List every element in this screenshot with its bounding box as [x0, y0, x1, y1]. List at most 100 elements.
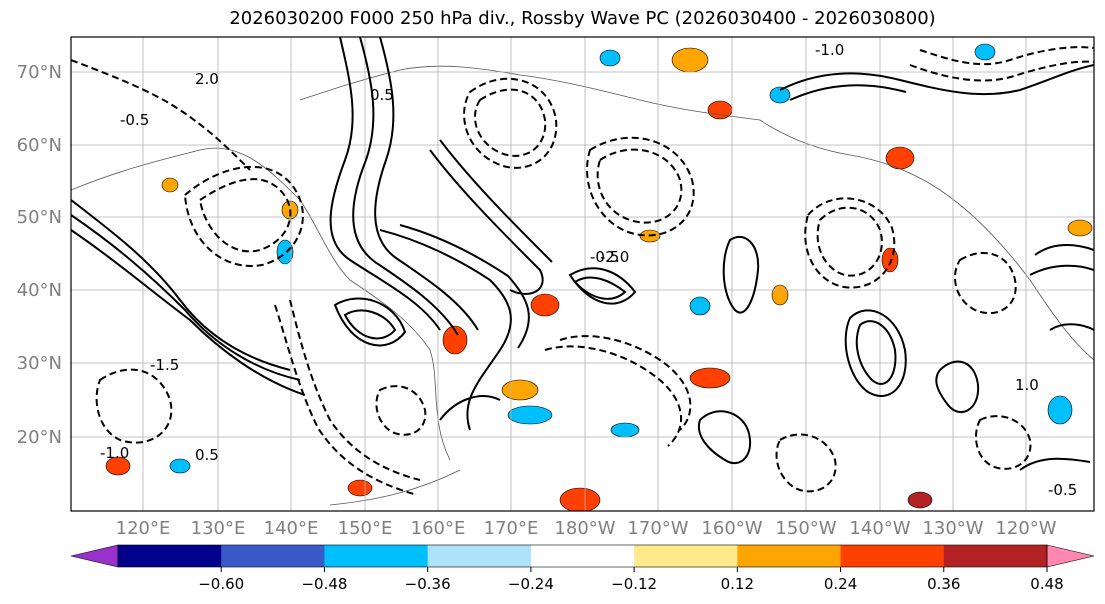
contour-label: -2.0: [600, 248, 629, 266]
colorbar-tick-label: 0.12: [721, 575, 754, 593]
shading-layer: [105, 43, 1093, 511]
shading-blob: [507, 405, 553, 425]
colorbar-cell: [324, 545, 429, 567]
colorbar-tick-label: −0.60: [198, 575, 244, 593]
contour-line: [919, 46, 1094, 66]
colorbar-tick-label: −0.36: [405, 575, 451, 593]
contour-line: [474, 88, 547, 157]
colorbar-cell: [118, 545, 222, 567]
lon-label: 140°W: [849, 518, 910, 539]
contour-line: [568, 267, 637, 305]
coastline: [329, 469, 461, 506]
shading-blob: [881, 247, 899, 273]
contour-line: [352, 37, 459, 336]
contour-label: 1.0: [1015, 376, 1039, 394]
colorbar-tick-label: 0.36: [927, 575, 960, 593]
contour-line: [697, 410, 752, 465]
colorbar-tick-label: 0.48: [1030, 575, 1063, 593]
contour-line: [844, 309, 907, 397]
contour-line: [374, 37, 479, 331]
positive-contours: [71, 37, 1094, 471]
colorbar-cell: [634, 545, 738, 567]
colorbar-frame: [117, 544, 1048, 568]
colorbar-extend-high: [1046, 544, 1095, 568]
shading-blob: [974, 43, 996, 61]
contour-line: [909, 60, 1094, 82]
lat-label: 70°N: [17, 62, 62, 83]
lat-label: 60°N: [17, 135, 62, 156]
contour-label: -1.0: [815, 41, 844, 59]
lon-label: 120°E: [116, 518, 171, 539]
contour-label: -0.5: [1048, 481, 1077, 499]
colorbar-cell: [530, 545, 635, 567]
contour-line: [573, 276, 627, 300]
lon-label: 130°W: [922, 518, 983, 539]
contour-line: [399, 224, 530, 349]
colorbar-ticks: −0.60 −0.48 −0.36 −0.24 −0.12 0.12 0.24 0.36 0.4…: [198, 567, 1064, 593]
lon-label: 140°E: [264, 518, 319, 539]
contour-line: [329, 37, 441, 331]
shading-blob: [501, 379, 539, 401]
contour-label: 0.5: [195, 446, 219, 464]
lon-label: 150°W: [775, 518, 836, 539]
shading-blob: [276, 239, 294, 265]
coastline: [759, 119, 1094, 361]
contour-labels: 2.0 -0.5 -1.0 0.5 -2.0 1.0 -1.5 -0.5 0.5…: [100, 41, 1077, 499]
shading-blob: [885, 146, 915, 170]
shading-blob: [442, 325, 468, 355]
colorbar-tick-label: −0.24: [508, 575, 554, 593]
contour-line: [375, 385, 427, 436]
contour-line: [559, 335, 692, 431]
lon-label: 170°W: [627, 518, 688, 539]
negative-contours: [71, 46, 1094, 495]
colorbar-cell: [221, 545, 325, 567]
shading-blob: [347, 479, 373, 497]
contour-line: [804, 197, 896, 289]
contour-line: [71, 59, 251, 171]
contour-line: [596, 148, 683, 224]
contour-label: -0.5: [120, 111, 149, 129]
lon-label: 150°E: [338, 518, 393, 539]
lon-label: 180°W: [554, 518, 615, 539]
coastline-layer: [71, 65, 1094, 506]
lat-label: 40°N: [17, 280, 62, 301]
map-plot-area: 2.0 -0.5 -1.0 0.5 -2.0 1.0 -1.5 -0.5 0.5…: [71, 37, 1094, 511]
contour-line: [954, 251, 1017, 315]
shading-blob: [907, 491, 933, 509]
shading-blob: [1067, 219, 1093, 237]
contour-line: [789, 84, 907, 101]
contour-line: [463, 77, 558, 169]
colorbar-tick-label: −0.48: [301, 575, 347, 593]
contour-line: [379, 229, 512, 431]
contour-line: [1034, 244, 1094, 256]
contour-line: [586, 136, 695, 237]
lat-label: 20°N: [17, 427, 62, 448]
colorbar: −0.60 −0.48 −0.36 −0.24 −0.12 0.12 0.24 0.36 0.4…: [70, 544, 1095, 593]
latitude-labels: 70°N 60°N 50°N 40°N 30°N 20°N: [17, 62, 62, 448]
contour-line: [935, 360, 980, 414]
shading-blob: [671, 47, 709, 73]
contour-line: [343, 309, 397, 340]
contour-line: [198, 178, 292, 253]
contour-line: [1019, 457, 1091, 471]
contour-line: [1029, 264, 1094, 276]
contour-line: [289, 299, 421, 481]
contour-label: 0.5: [370, 86, 394, 104]
contour-line: [439, 395, 501, 421]
shading-blob: [559, 487, 601, 511]
map-frame: [70, 36, 1095, 512]
contour-line: [439, 139, 553, 263]
contour-label: 2.0: [195, 70, 219, 88]
colorbar-tick-label: 0.24: [824, 575, 857, 593]
lat-label: 30°N: [17, 353, 62, 374]
shading-blob: [105, 456, 131, 476]
shading-blob: [689, 296, 711, 316]
contour-line: [71, 229, 306, 396]
contour-label: -1.5: [150, 356, 179, 374]
contour-line: [544, 345, 683, 447]
contour-line: [183, 165, 304, 267]
contour-label: -0.5: [590, 248, 619, 266]
lon-label: 130°E: [191, 518, 246, 539]
contour-line: [816, 206, 883, 277]
